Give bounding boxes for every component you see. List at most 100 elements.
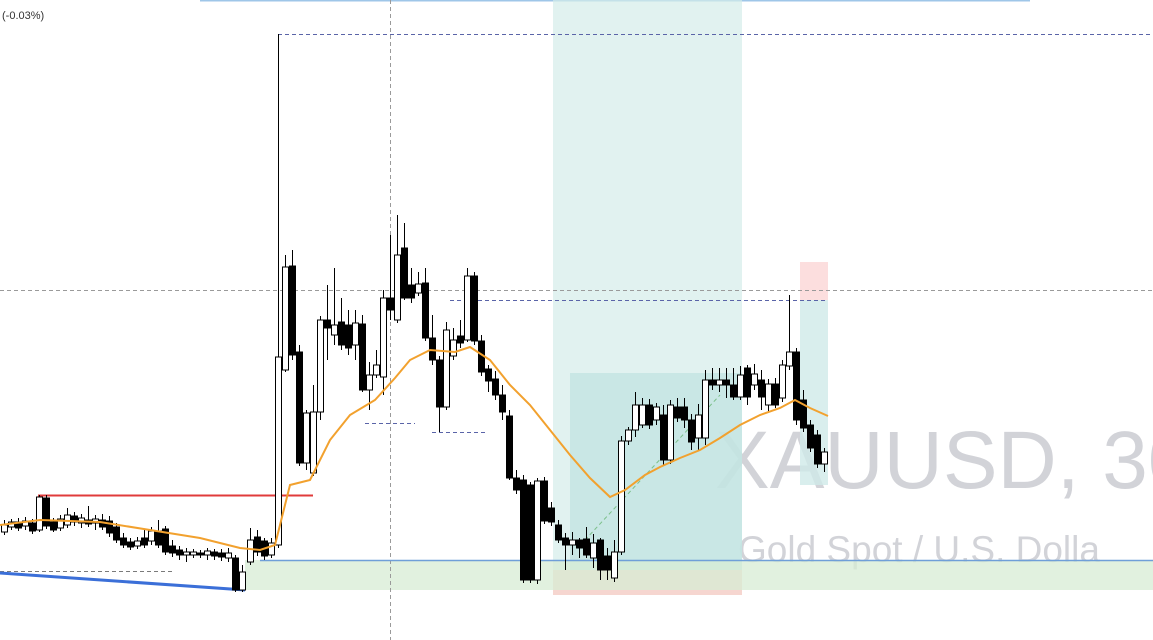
candle-body [366, 374, 373, 391]
candle-body [730, 384, 737, 398]
candle-body [597, 539, 604, 571]
candle-body [744, 367, 751, 398]
candle-body [303, 412, 310, 464]
candle-body [569, 539, 576, 546]
trend-line [584, 394, 721, 541]
stop-box [800, 262, 828, 300]
candle-body [604, 555, 611, 571]
candle-body [408, 284, 415, 299]
candle-body [800, 399, 807, 429]
candle-body [415, 283, 422, 294]
candle-body [464, 275, 471, 341]
candle-body [282, 266, 289, 371]
candle-body [485, 368, 492, 382]
candle-body [373, 364, 380, 376]
candle-body [127, 541, 134, 548]
candle-body [429, 337, 436, 361]
candle-body [786, 351, 793, 367]
moving-average [0, 345, 829, 552]
candle-body [324, 319, 331, 329]
candle-body [457, 335, 464, 344]
candle-body [310, 411, 317, 474]
candle-body [492, 378, 499, 396]
candle-body [148, 530, 155, 542]
price-change: (-0.03%) [2, 10, 44, 22]
candle-body [387, 297, 394, 311]
candle-body [29, 522, 36, 532]
candle-body [331, 324, 338, 336]
candle-body [359, 323, 366, 391]
candle-body [225, 552, 232, 559]
candle-body [113, 526, 120, 541]
candle-body [239, 571, 246, 591]
candle-body [625, 429, 632, 442]
candle-body [632, 404, 639, 431]
candle-body [232, 557, 239, 591]
candle-body [499, 394, 506, 413]
candle-body [562, 537, 569, 546]
candle-body [1, 524, 8, 533]
candle-body [611, 551, 618, 579]
blue-trend [0, 571, 246, 592]
candle-body [534, 480, 541, 581]
candle-body [520, 479, 527, 581]
candle-body [723, 379, 730, 386]
candle-body [204, 550, 211, 556]
candle-body [169, 545, 176, 554]
candle-body [450, 339, 457, 357]
candle-body [162, 528, 169, 553]
candle-body [436, 359, 443, 408]
candle-body [653, 406, 660, 421]
candle-body [758, 379, 765, 398]
support-band [245, 560, 1153, 590]
watermark: XAUUSD, 30 Gold Spot / U.S. Dolla [715, 415, 1153, 570]
candle-body [702, 379, 709, 439]
candle-body [716, 379, 723, 386]
candle-body [639, 404, 646, 426]
candle-body [618, 440, 625, 553]
candle-body [751, 373, 758, 386]
candle-body [211, 551, 218, 557]
candle-body [401, 247, 408, 299]
candle-body [513, 477, 520, 491]
candle-body [183, 551, 190, 556]
candle-body [527, 484, 534, 581]
candle-body [197, 552, 204, 556]
candle-body [289, 265, 296, 356]
candle-body [695, 414, 702, 439]
candle-body [548, 507, 555, 523]
candle-body [254, 536, 261, 553]
candle-body [583, 538, 590, 556]
candle-body [247, 539, 254, 563]
candle-body [555, 524, 562, 541]
candle-body [317, 319, 324, 413]
candles [1, 34, 828, 592]
candle-body [667, 404, 674, 461]
candle-body [590, 542, 597, 559]
candle-body [814, 434, 821, 465]
candle-body [134, 540, 141, 547]
candle-body [176, 549, 183, 556]
candle-body [394, 254, 401, 321]
candle-body [380, 297, 387, 378]
candle-body [541, 480, 548, 522]
candle-body [765, 383, 772, 406]
candle-body [190, 551, 197, 556]
candle-body [646, 404, 653, 426]
candle-body [779, 364, 786, 399]
candle-body [660, 414, 667, 461]
candle-body [155, 530, 162, 546]
candle-body [338, 321, 345, 346]
candle-body [57, 518, 64, 529]
candle-body [120, 537, 127, 546]
candle-body [793, 351, 800, 421]
candle-body [471, 275, 478, 342]
candle-body [576, 539, 583, 549]
candle-body [296, 351, 303, 464]
candle-body [737, 374, 744, 398]
candle-body [681, 406, 688, 421]
candle-body [50, 521, 57, 531]
